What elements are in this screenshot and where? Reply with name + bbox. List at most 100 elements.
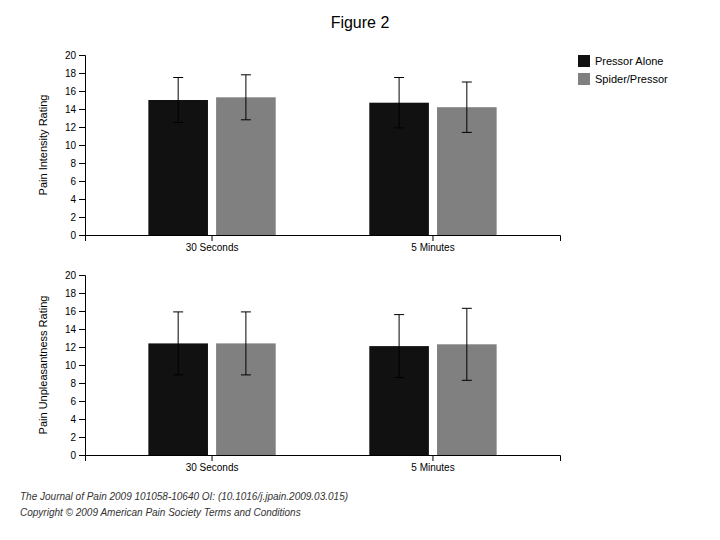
- y-tick-mark: [79, 437, 85, 438]
- y-tick-label: 4: [70, 414, 76, 425]
- y-tick-label: 12: [65, 342, 77, 353]
- chart: 0246810121416182030 Seconds5 MinutesPain…: [37, 270, 561, 473]
- y-tick-mark: [79, 109, 85, 110]
- y-tick-label: 6: [70, 396, 76, 407]
- error-bar: [394, 78, 404, 128]
- y-tick-label: 14: [65, 324, 77, 335]
- y-tick-mark: [79, 311, 85, 312]
- y-tick-mark: [79, 293, 85, 294]
- y-tick: 18: [65, 68, 85, 79]
- y-tick-mark: [79, 455, 85, 456]
- error-bar: [462, 82, 472, 132]
- y-tick-mark: [79, 347, 85, 348]
- error-bars: [173, 78, 404, 128]
- x-tick-mark: [212, 455, 213, 461]
- y-tick-mark: [79, 365, 85, 366]
- y-tick: 16: [65, 306, 85, 317]
- y-axis-title: Pain Unpleasantness Rating: [37, 296, 49, 435]
- y-tick-label: 0: [70, 230, 76, 241]
- y-tick-label: 16: [65, 86, 77, 97]
- y-tick: 8: [70, 378, 85, 389]
- error-bar: [241, 312, 251, 375]
- x-axis: 30 Seconds 5 Minutes: [86, 455, 561, 473]
- y-tick-mark: [79, 235, 85, 236]
- x-tick-label: 30 Seconds: [186, 462, 239, 473]
- x-axis-line: [86, 456, 561, 462]
- series: [148, 78, 429, 236]
- legend-item: Pressor Alone: [578, 55, 663, 67]
- y-tick-mark: [79, 181, 85, 182]
- y-tick: 6: [70, 176, 85, 187]
- y-tick-mark: [79, 73, 85, 74]
- series: [148, 312, 429, 455]
- x-axis: 30 Seconds 5 Minutes: [86, 235, 561, 253]
- y-tick: 12: [65, 342, 85, 353]
- error-bar: [462, 308, 472, 380]
- x-tick: 5 Minutes: [411, 455, 454, 473]
- x-tick: 30 Seconds: [186, 455, 239, 473]
- y-tick-label: 12: [65, 122, 77, 133]
- y-tick: 20: [65, 50, 85, 61]
- legend-label: Spider/Pressor: [595, 73, 668, 85]
- y-tick: 10: [65, 360, 85, 371]
- x-tick-label: 5 Minutes: [411, 462, 454, 473]
- y-tick: 0: [70, 230, 85, 241]
- y-tick-mark: [79, 217, 85, 218]
- annotation: Copyright © 2009 American Pain Society T…: [20, 507, 301, 518]
- series: [216, 75, 497, 235]
- y-tick-mark: [79, 401, 85, 402]
- y-axis-title: Pain Intensity Rating: [37, 95, 49, 196]
- x-axis-line: [86, 236, 561, 242]
- y-tick-mark: [79, 329, 85, 330]
- plot-area: [148, 75, 496, 235]
- error-bars: [241, 75, 472, 133]
- y-tick-label: 8: [70, 378, 76, 389]
- y-tick: 0: [70, 450, 85, 461]
- x-tick-mark: [212, 235, 213, 241]
- y-tick-label: 4: [70, 194, 76, 205]
- y-tick-label: 0: [70, 450, 76, 461]
- y-tick: 14: [65, 104, 85, 115]
- x-tick: 5 Minutes: [411, 235, 454, 253]
- error-bars: [173, 312, 404, 378]
- y-axis-line: [79, 56, 86, 236]
- y-axis: 0 2 4 6 8 10 12 14 16 18 20: [65, 50, 86, 241]
- error-bar: [394, 315, 404, 378]
- y-tick: 20: [65, 270, 85, 281]
- y-axis: 02468101214161820: [65, 270, 86, 461]
- y-tick-label: 6: [70, 176, 76, 187]
- error-bar: [241, 75, 251, 120]
- error-bars: [241, 308, 472, 380]
- y-tick: 2: [70, 212, 85, 223]
- y-tick: 10: [65, 140, 85, 151]
- y-tick-label: 18: [65, 68, 77, 79]
- legend-swatch: [578, 55, 590, 67]
- y-tick-mark: [79, 91, 85, 92]
- y-tick: 8: [70, 158, 85, 169]
- y-tick: 2: [70, 432, 85, 443]
- y-tick-mark: [79, 383, 85, 384]
- y-tick: 16: [65, 86, 85, 97]
- title: Figure 2: [331, 14, 390, 31]
- y-tick-mark: [79, 199, 85, 200]
- y-axis-line: [79, 276, 86, 456]
- chart: 0 2 4 6 8 10 12 14 16 18 20 30 Seconds 5 Minutes Pain…: [37, 50, 561, 253]
- error-bar: [173, 312, 183, 375]
- x-tick-label: 5 Minutes: [411, 242, 454, 253]
- x-tick-mark: [432, 455, 433, 461]
- y-tick-mark: [79, 127, 85, 128]
- y-tick: 4: [70, 414, 85, 425]
- y-tick: 14: [65, 324, 85, 335]
- x-tick-label: 30 Seconds: [186, 242, 239, 253]
- y-tick: 6: [70, 396, 85, 407]
- y-tick-mark: [79, 419, 85, 420]
- y-tick-label: 20: [65, 270, 77, 281]
- y-tick-mark: [79, 163, 85, 164]
- series: [216, 308, 497, 455]
- y-tick-label: 2: [70, 212, 76, 223]
- y-tick-mark: [79, 55, 85, 56]
- plot-area: [148, 308, 496, 455]
- y-tick-label: 20: [65, 50, 77, 61]
- x-tick-mark: [432, 235, 433, 241]
- y-tick-mark: [79, 145, 85, 146]
